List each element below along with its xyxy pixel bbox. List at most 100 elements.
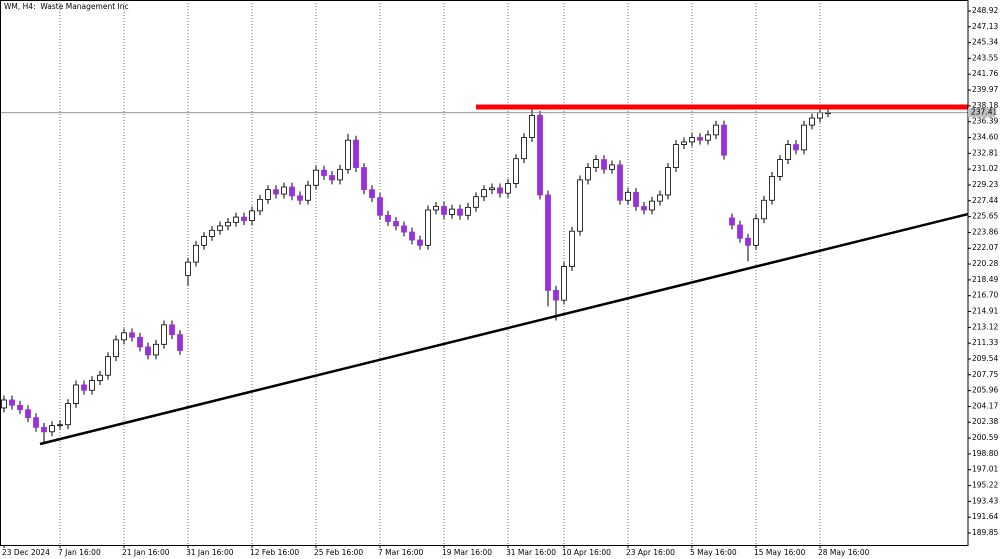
candle-body: [657, 194, 663, 202]
x-tick-label: 10 Apr 16:00: [562, 548, 611, 557]
candle-body: [593, 159, 599, 168]
y-tick-label: 191.64: [972, 512, 998, 521]
y-tick-label: 207.75: [972, 370, 998, 379]
y-tick-label: 197.01: [972, 465, 998, 474]
x-tick-label: 12 Feb 16:00: [250, 548, 299, 557]
y-tick-label: 209.54: [972, 354, 998, 363]
candle-body: [433, 206, 439, 211]
candle-body: [193, 244, 199, 263]
x-tick-label: 31 Jan 16:00: [186, 548, 234, 557]
x-tick-label: 19 Mar 16:00: [442, 548, 492, 557]
candle-body: [425, 209, 431, 246]
candle-body: [625, 191, 631, 201]
trend-line: [39, 212, 969, 446]
candle-body: [377, 197, 383, 216]
y-tick-label: 198.80: [972, 449, 998, 458]
x-tick-label: 7 Mar 16:00: [378, 548, 424, 557]
candle-body: [409, 231, 415, 241]
chart-title: WM, H4: Waste Management Inc: [4, 2, 129, 11]
y-tick-label: 238.18: [972, 101, 998, 110]
candle-body: [1, 399, 7, 409]
y-tick-label: 195.22: [972, 481, 998, 490]
candle-body: [49, 425, 55, 433]
x-tick-label: 5 May 16:00: [690, 548, 737, 557]
candle-body: [169, 324, 175, 335]
candle-body: [489, 187, 495, 191]
candle-body: [481, 189, 487, 198]
candle-body: [529, 115, 535, 138]
candle-body: [633, 191, 639, 207]
candle-body: [585, 167, 591, 181]
candle-body: [249, 210, 255, 221]
candle-body: [513, 158, 519, 184]
candle-body: [681, 141, 687, 145]
candle-body: [113, 339, 119, 358]
candle-body: [497, 187, 503, 194]
candle-body: [673, 144, 679, 168]
candle-body: [785, 144, 791, 161]
candle-body: [297, 195, 303, 201]
x-tick-label: 23 Dec 2024: [2, 548, 50, 557]
x-tick-label: 15 May 16:00: [754, 548, 806, 557]
candle-body: [201, 236, 207, 246]
candle-body: [569, 230, 575, 267]
candle-body: [809, 117, 815, 126]
candle-body: [385, 214, 391, 222]
candle-body: [225, 221, 231, 227]
candle-body: [361, 167, 367, 191]
candle-body: [57, 424, 63, 427]
candle-body: [561, 266, 567, 301]
plot-frame: [0, 0, 969, 546]
y-tick-label: 227.44: [972, 196, 998, 205]
candle-body: [65, 403, 71, 426]
candle-body: [153, 343, 159, 356]
y-tick-label: 218.49: [972, 275, 998, 284]
candle-body: [417, 239, 423, 246]
candle-body: [729, 217, 735, 226]
candle-body: [233, 216, 239, 223]
candle-body: [145, 346, 151, 356]
candle-body: [537, 115, 543, 196]
candle-body: [705, 134, 711, 141]
candle-body: [337, 168, 343, 181]
candle-body: [665, 167, 671, 196]
candle-body: [393, 221, 399, 227]
candle-body: [369, 189, 375, 199]
y-tick-label: 193.43: [972, 496, 998, 505]
candle-body: [441, 206, 447, 215]
candle-body: [713, 124, 719, 136]
y-tick-label: 229.23: [972, 180, 998, 189]
x-tick-label: 7 Jan 16:00: [58, 548, 101, 557]
candle-body: [97, 374, 103, 381]
candle-body: [745, 237, 751, 246]
candle-body: [521, 137, 527, 160]
candle-body: [449, 208, 455, 215]
candle-body: [769, 175, 775, 201]
candle-body: [777, 159, 783, 177]
x-tick-label: 23 Apr 16:00: [626, 548, 675, 557]
candle-body: [305, 184, 311, 201]
candle-body: [641, 206, 647, 211]
candle-body: [609, 164, 615, 170]
candle-body: [289, 186, 295, 197]
plot: [0, 104, 969, 446]
candle-body: [9, 399, 15, 406]
candle-body: [737, 224, 743, 239]
y-tick-label: 211.33: [972, 338, 998, 347]
y-tick-label: 239.97: [972, 85, 998, 94]
x-tick-label: 28 May 16:00: [818, 548, 870, 557]
y-tick-label: 243.55: [972, 53, 998, 62]
y-tick-label: 247.13: [972, 22, 998, 31]
candle-body: [89, 380, 95, 391]
x-tick-label: 21 Jan 16:00: [122, 548, 170, 557]
candle-body: [401, 225, 407, 233]
y-tick-label: 213.12: [972, 322, 998, 331]
candle-body: [265, 189, 271, 200]
candle-body: [121, 332, 127, 341]
candle-body: [353, 139, 359, 168]
candle-body: [177, 334, 183, 351]
candle-body: [689, 137, 695, 143]
candle-body: [721, 124, 727, 156]
candle-body: [313, 169, 319, 186]
